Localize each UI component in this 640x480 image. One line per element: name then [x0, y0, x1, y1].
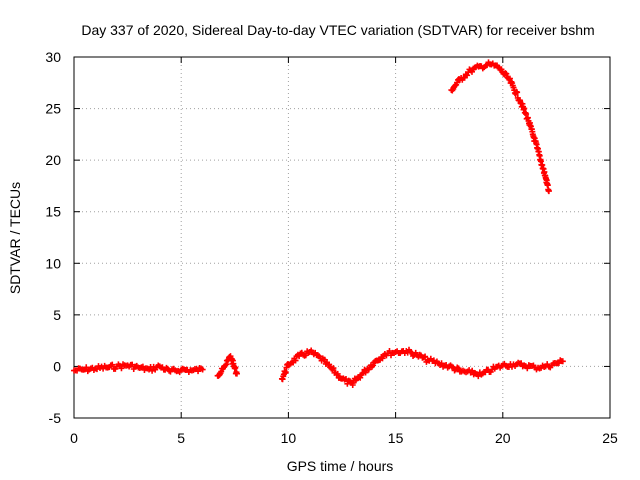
data-point — [333, 371, 340, 378]
data-point — [514, 89, 521, 96]
data-point — [83, 364, 90, 371]
data-point — [118, 365, 125, 372]
y-tick-label: 5 — [53, 307, 61, 323]
data-point — [232, 364, 239, 371]
data-point — [498, 66, 505, 73]
data-point — [329, 366, 336, 373]
data-point — [330, 365, 337, 372]
x-tick-label: 5 — [177, 430, 185, 446]
x-tick-label: 10 — [281, 430, 297, 446]
data-point — [559, 358, 566, 365]
x-axis-label: GPS time / hours — [287, 458, 394, 474]
data-point — [518, 360, 525, 367]
data-point — [370, 362, 377, 369]
data-point — [357, 374, 364, 381]
data-points — [71, 59, 566, 388]
data-point — [109, 361, 116, 368]
data-point — [524, 365, 531, 372]
data-point — [326, 361, 333, 368]
plot-frame — [73, 56, 611, 419]
x-tick-label: 15 — [388, 430, 404, 446]
y-tick-label: 0 — [53, 358, 61, 374]
y-tick-label: 10 — [45, 255, 61, 271]
data-point — [93, 366, 100, 373]
data-point — [386, 348, 393, 355]
x-tick-label: 25 — [602, 430, 618, 446]
data-point — [334, 370, 341, 377]
data-point — [195, 368, 202, 375]
data-point — [545, 188, 552, 195]
data-point — [139, 363, 146, 370]
data-point — [464, 72, 471, 79]
data-point — [475, 373, 482, 380]
data-point — [503, 70, 510, 77]
data-point — [422, 353, 429, 360]
data-point — [199, 366, 206, 373]
y-tick-label: 30 — [45, 49, 61, 65]
axis-ticks: 0 5 10 15 20 25 -5 0 5 10 15 20 25 30 — [45, 49, 618, 446]
grid-lines — [74, 57, 610, 418]
y-tick-label: -5 — [49, 410, 62, 426]
data-point — [129, 361, 136, 368]
y-axis-label: SDTVAR / TECUs — [7, 182, 23, 294]
y-tick-label: 25 — [45, 101, 61, 117]
data-point — [438, 360, 445, 367]
chart-title: Day 337 of 2020, Sidereal Day-to-day VTE… — [81, 22, 594, 38]
data-point — [292, 357, 299, 364]
x-tick-label: 0 — [70, 430, 78, 446]
y-tick-label: 20 — [45, 152, 61, 168]
x-tick-label: 20 — [495, 430, 511, 446]
data-point — [233, 370, 240, 377]
data-point — [469, 367, 476, 374]
y-tick-label: 15 — [45, 204, 61, 220]
data-point — [149, 367, 156, 374]
data-point — [468, 68, 475, 75]
